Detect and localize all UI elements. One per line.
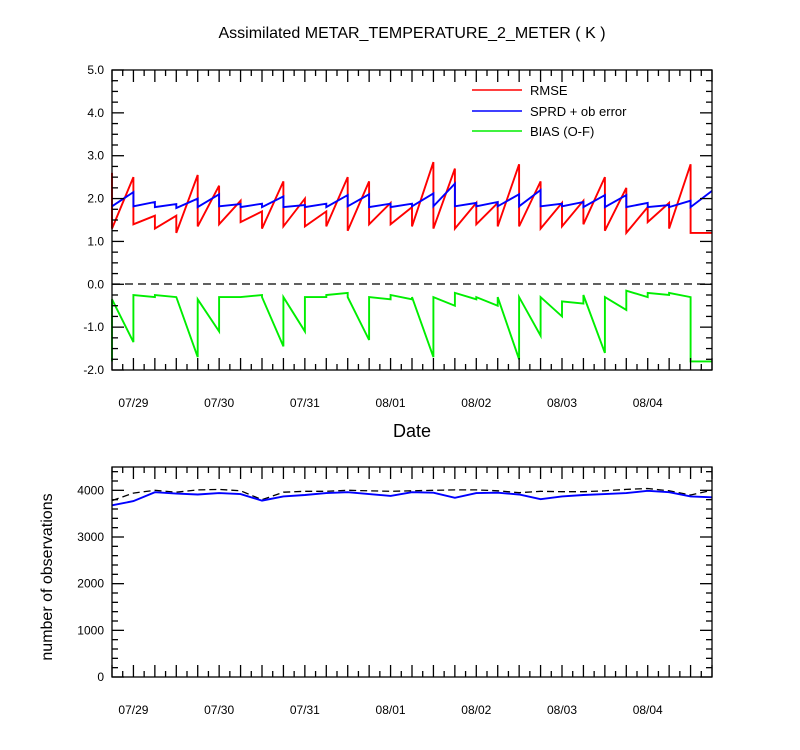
x-axis-label: Date	[393, 421, 431, 441]
bottom-series-line-possible	[111, 487, 713, 502]
legend-label-sprd: SPRD + ob error	[530, 104, 627, 119]
top-x-tick-label: 08/03	[547, 396, 577, 410]
bottom-panel: 4000 3000 2000 1000 0 07/29 07/30 07/31 08/01 08…	[39, 466, 713, 717]
bottom-y-tick-labels: 4000 3000 2000 1000 0	[77, 483, 104, 684]
chart-title: Assimilated METAR_TEMPERATURE_2_METER ( …	[218, 25, 605, 42]
top-x-tick-label: 07/30	[204, 396, 234, 410]
top-y-tick-label: 3.0	[87, 149, 104, 163]
top-series-line-bias-o-f	[111, 289, 712, 363]
bottom-x-tick-label: 08/01	[376, 703, 406, 717]
top-y-tick-labels: 5.0 4.0 3.0 2.0 1.0 0.0 -1.0 -2.0	[83, 63, 104, 377]
top-x-tick-label: 08/01	[376, 396, 406, 410]
legend-label-rmse: RMSE	[530, 83, 568, 98]
bottom-y-tick-label: 1000	[77, 623, 104, 637]
top-x-tick-label: 08/04	[633, 396, 663, 410]
top-y-tick-label: 1.0	[87, 234, 104, 248]
bottom-x-tick-label: 07/30	[204, 703, 234, 717]
plot-frame-bottom	[111, 466, 713, 678]
top-panel: Assimilated METAR_TEMPERATURE_2_METER ( …	[83, 25, 713, 441]
top-series-line-sprd-ob-error	[111, 181, 713, 210]
bottom-series-line-assimilated	[111, 489, 713, 507]
bottom-x-tick-label: 08/02	[461, 703, 491, 717]
bottom-x-tick-labels: 07/29 07/30 07/31 08/01 08/02 08/03 08/04	[118, 703, 663, 717]
top-y-tick-label: 5.0	[87, 63, 104, 77]
top-y-tick-label: -1.0	[83, 320, 104, 334]
legend-label-bias: BIAS (O-F)	[530, 124, 594, 139]
top-y-tick-label: 4.0	[87, 106, 104, 120]
bottom-ticks	[111, 467, 713, 678]
top-x-tick-label: 08/02	[461, 396, 491, 410]
bottom-y-tick-label: 2000	[77, 577, 104, 591]
bottom-y-tick-label: 3000	[77, 530, 104, 544]
y-axis-label-observations: number of observations	[39, 493, 56, 660]
bottom-series-layer	[111, 487, 713, 507]
bottom-y-tick-label: 0	[97, 670, 104, 684]
bottom-x-tick-label: 08/03	[547, 703, 577, 717]
top-x-tick-label: 07/31	[290, 396, 320, 410]
bottom-x-tick-label: 07/29	[118, 703, 148, 717]
top-x-tick-label: 07/29	[118, 396, 148, 410]
bottom-x-tick-label: 08/04	[633, 703, 663, 717]
top-x-tick-labels: 07/29 07/30 07/31 08/01 08/02 08/03 08/04	[118, 396, 663, 410]
top-ticks	[111, 69, 713, 371]
legend: RMSE SPRD + ob error BIAS (O-F)	[472, 83, 627, 139]
top-y-tick-label: 0.0	[87, 277, 104, 291]
top-y-tick-label: 2.0	[87, 192, 104, 206]
top-y-tick-label: -2.0	[83, 363, 104, 377]
bottom-x-tick-label: 07/31	[290, 703, 320, 717]
top-series-layer	[111, 161, 713, 363]
bottom-y-tick-label: 4000	[77, 483, 104, 497]
